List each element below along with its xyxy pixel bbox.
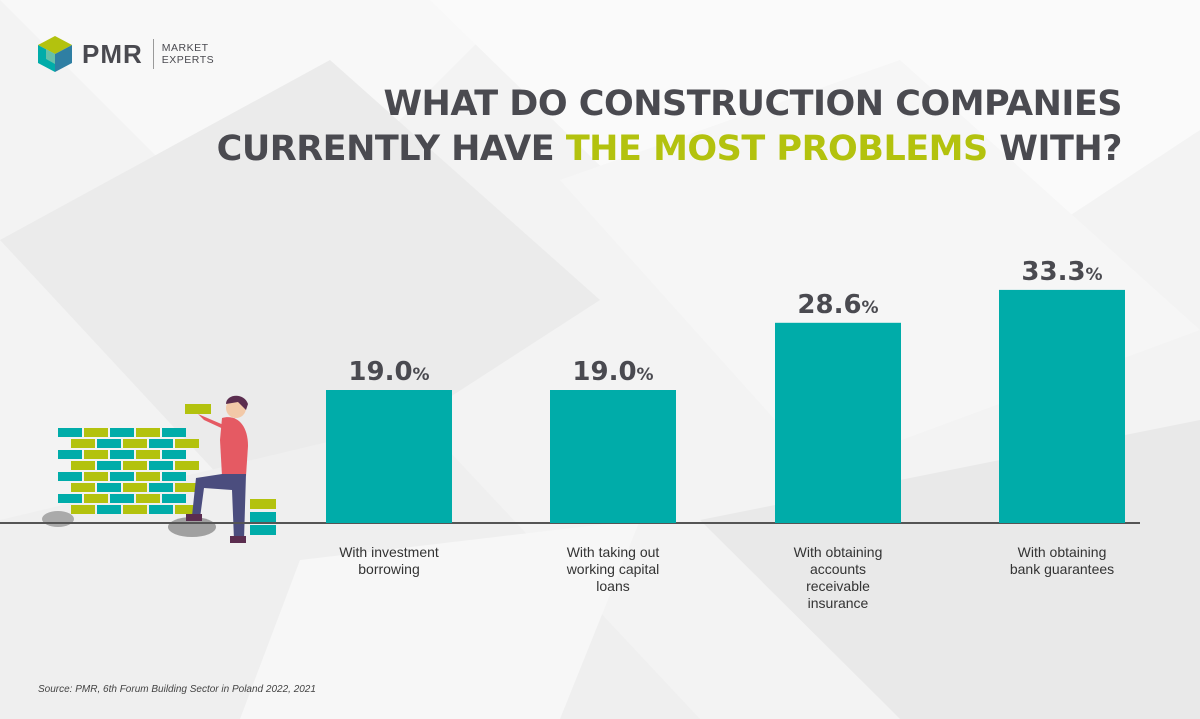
bar-value-label: 19.0% [572,357,653,387]
source-note: Source: PMR, 6th Forum Building Sector i… [38,684,316,695]
pmr-cube-icon [38,36,72,72]
title-highlight: THE MOST PROBLEMS [565,129,988,169]
category-label: With obtaining bank guarantees [1010,544,1114,577]
title-line-1: WHAT DO CONSTRUCTION COMPANIES [383,84,1122,124]
bar-value-label: 33.3% [1021,257,1102,287]
category-label: With obtaining accounts receivable insuranc… [794,544,883,611]
title-line-2-start: CURRENTLY HAVE [216,129,566,169]
bar [775,322,901,523]
pmr-logo: PMR MARKET EXPERTS [36,34,214,74]
title-line-2-end: WITH? [987,129,1122,169]
brand-tagline: MARKET EXPERTS [162,42,214,66]
bar-value-label: 19.0% [348,357,429,387]
bar [326,390,452,523]
tagline-line-1: MARKET [161,42,209,54]
page-title: WHAT DO CONSTRUCTION COMPANIES CURRENTLY… [216,82,1123,172]
worker-illustration [185,395,248,543]
title-line-2: CURRENTLY HAVE THE MOST PROBLEMS WITH? [216,127,1123,172]
bar-value-label: 28.6% [797,290,878,320]
brand-name: PMR [82,38,143,69]
brick-wall-illustration [42,428,276,537]
logo-divider [152,39,154,69]
bar [999,289,1125,523]
category-label: With investment borrowing [339,544,439,577]
category-label: With taking out working capital loans [566,544,660,594]
bar [550,390,676,523]
tagline-line-2: EXPERTS [161,54,215,66]
